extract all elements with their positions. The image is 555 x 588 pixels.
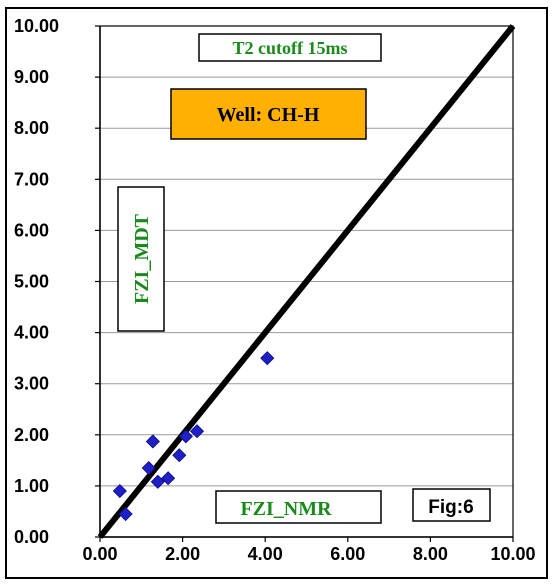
cutoff-box (198, 33, 382, 62)
one-to-one-line (97, 24, 516, 539)
axes (95, 25, 514, 542)
data-point-0-0 (112, 483, 127, 499)
data-point-0-1 (118, 506, 133, 522)
well-label: Well: CH-H (217, 104, 320, 126)
y-tick-label-6: 6.00 (14, 220, 49, 240)
data-point-0-9 (260, 351, 275, 366)
y-tick-label-9: 9.00 (14, 67, 49, 87)
y-tick-label-8: 8.00 (14, 118, 49, 138)
y-tick-label-2: 2.00 (14, 425, 49, 445)
y-tick-label-1: 1.00 (14, 476, 49, 496)
data-point-0-6 (172, 448, 187, 463)
y-tick-label-3: 3.00 (14, 374, 49, 394)
x-axis-title-group: FZI_NMR (215, 490, 382, 524)
cutoff-label: T2 cutoff 15ms (233, 38, 348, 58)
x-tick-label-3: 6.00 (330, 544, 365, 564)
fig-label: Fig:6 (428, 497, 473, 518)
data-point-0-7 (178, 429, 193, 444)
y-tick-label-7: 7.00 (14, 169, 49, 189)
fig-label-group: Fig:6 (412, 488, 491, 522)
cutoff-annotation: T2 cutoff 15ms (198, 33, 382, 62)
x-axis-title: FZI_NMR (240, 498, 332, 520)
data-point-0-5 (161, 471, 176, 486)
reference-line-group (97, 24, 516, 539)
well-box (170, 88, 367, 140)
x-tick-label-4: 8.00 (413, 544, 448, 564)
y-axis-title-box (117, 186, 165, 332)
y-tick-label-0: 0.00 (14, 527, 49, 547)
y-tick-label-4: 4.00 (14, 323, 49, 343)
y-tick-label-5: 5.00 (14, 272, 49, 292)
data-point-0-8 (189, 424, 205, 439)
y-axis-title: FZI_MDT (131, 213, 153, 304)
tick-labels: 0.00 1.00 2.00 3.00 4.00 5.00 6.00 7.00 8.00 9.00… (14, 16, 536, 564)
data-point-0-3 (145, 434, 160, 449)
x-tick-label-5: 10.00 (490, 544, 535, 564)
x-tick-label-1: 2.00 (165, 544, 200, 564)
x-tick-label-0: 0.00 (82, 544, 117, 564)
data-point-0-4 (150, 474, 165, 489)
data-point-0-2 (141, 460, 156, 476)
well-annotation: Well: CH-H (170, 88, 367, 140)
y-axis-title-group: FZI_MDT (117, 186, 165, 332)
fig-label-box (412, 488, 491, 522)
data-points (112, 351, 275, 522)
y-tick-label-10: 10.00 (14, 16, 59, 36)
x-tick-label-2: 4.00 (248, 544, 283, 564)
x-axis-title-box (215, 490, 382, 524)
